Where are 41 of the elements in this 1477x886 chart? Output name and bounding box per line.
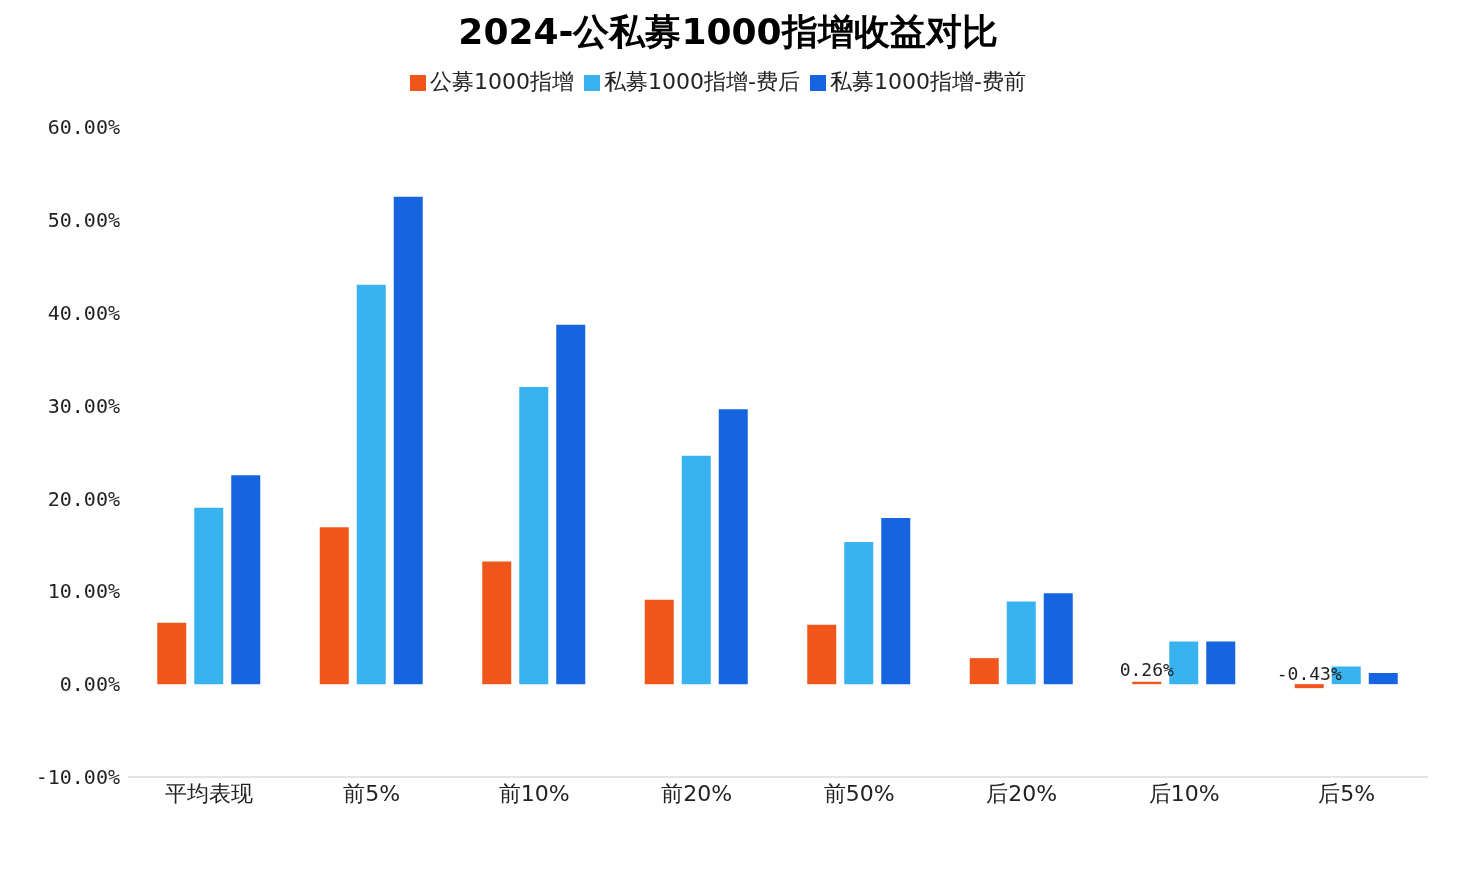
bar [356, 284, 386, 685]
x-tick-label: 后5% [1318, 780, 1376, 806]
bar [1206, 641, 1236, 685]
x-tick-label: 后10% [1148, 780, 1220, 806]
x-tick-label: 前10% [498, 780, 570, 806]
bar [231, 475, 261, 685]
y-tick-label: 20.00% [47, 486, 120, 511]
bar [718, 409, 748, 685]
y-tick-label: 60.00% [47, 115, 120, 140]
bar [1006, 601, 1036, 685]
x-tick-label: 后20% [986, 780, 1058, 806]
x-tick-label: 前5% [343, 780, 401, 806]
bar [807, 624, 837, 685]
bar [1294, 684, 1324, 689]
bar [1368, 673, 1398, 685]
y-tick-label: 30.00% [47, 393, 120, 418]
y-tick-label: 50.00% [47, 207, 120, 232]
bar [194, 507, 224, 685]
bar [844, 542, 874, 685]
bar [556, 324, 586, 685]
bar [482, 561, 512, 685]
x-tick-label: 平均表现 [165, 780, 254, 806]
chart-title: 2024-公私募1000指增收益对比 [457, 10, 999, 54]
y-tick-label: 0.00% [59, 672, 120, 697]
bar [393, 196, 423, 685]
legend-label: 私募1000指增-费后 [604, 69, 800, 94]
bar [644, 599, 674, 685]
legend-label: 公募1000指增 [430, 69, 575, 94]
x-tick-label: 前50% [823, 780, 895, 806]
x-tick-label: 前20% [661, 780, 733, 806]
y-tick-label: -10.00% [35, 765, 120, 790]
bar [881, 517, 911, 685]
bar [969, 658, 999, 685]
bar [681, 455, 711, 685]
bar [157, 622, 187, 685]
bar [1043, 593, 1073, 685]
legend-label: 私募1000指增-费前 [830, 69, 1026, 94]
bar [519, 387, 549, 685]
y-tick-label: 10.00% [47, 579, 120, 604]
y-tick-label: 40.00% [47, 300, 120, 325]
bar [319, 527, 349, 685]
